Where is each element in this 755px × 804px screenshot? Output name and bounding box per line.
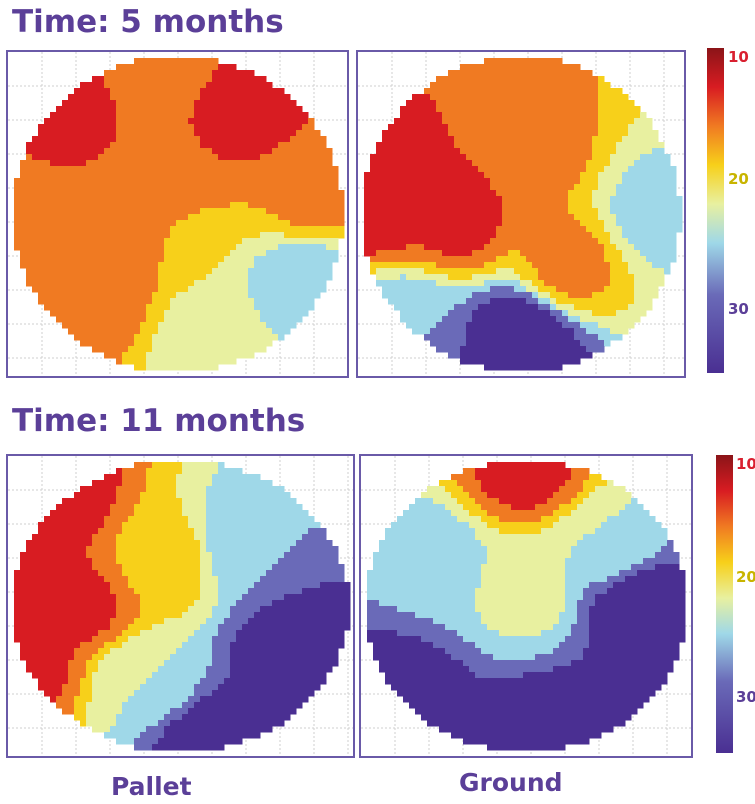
- colorbar-tick-label: 10: [728, 48, 749, 66]
- row2-title: Time: 11 months: [12, 403, 306, 439]
- colorbar-tick-label: 30: [728, 300, 749, 318]
- heatmap-svg: [8, 52, 347, 376]
- heatmap-cells: [14, 58, 345, 371]
- colorbar-tick-label: 10: [736, 455, 755, 473]
- column-label-pallet: Pallet: [111, 772, 192, 801]
- colorbar-tick-label: 20: [728, 170, 749, 188]
- colorbar: [707, 48, 724, 373]
- colorbar: [716, 455, 733, 753]
- colorbar-tick-label: 20: [736, 568, 755, 586]
- column-label-ground: Ground: [459, 768, 563, 797]
- row1-title: Time: 5 months: [12, 4, 284, 40]
- heatmap-cells: [367, 462, 686, 751]
- heatmap-svg: [8, 456, 353, 756]
- heatmap-panel: [356, 50, 686, 378]
- colorbar-tick-label: 30: [736, 688, 755, 706]
- heatmap-panel: [6, 50, 349, 378]
- heatmap-panel: [6, 454, 355, 758]
- heatmap-cells: [14, 462, 351, 751]
- heatmap-panel: [359, 454, 693, 758]
- heatmap-cells: [364, 58, 683, 371]
- heatmap-svg: [361, 456, 691, 756]
- heatmap-svg: [358, 52, 684, 376]
